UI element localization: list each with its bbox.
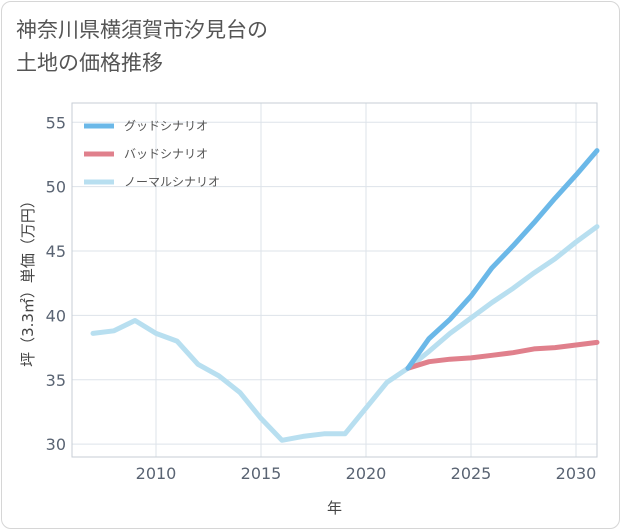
x-tick-label-2030: 2030 [556,464,597,483]
y-tick-label-55: 55 [46,113,66,132]
x-tick-label-2020: 2020 [346,464,387,483]
chart-title: 神奈川県横須賀市汐見台の 土地の価格推移 [16,14,268,80]
y-axis-label: 坪（3.3㎡）単価（万円） [19,193,37,367]
y-tick-label-30: 30 [46,435,66,454]
y-tick-label-40: 40 [46,306,66,325]
chart-title-line-1: 神奈川県横須賀市汐見台の [16,18,268,42]
x-tick-label-2015: 2015 [241,464,282,483]
series-line-2 [90,224,600,443]
x-axis-label: 年 [327,499,342,517]
y-tick-label-50: 50 [46,178,66,197]
x-tick-label-2010: 2010 [136,464,177,483]
y-tick-label-35: 35 [46,371,66,390]
series-line-1 [405,339,600,371]
y-tick-label-45: 45 [46,242,66,261]
series-layer [90,148,600,443]
plot-frame [71,102,598,458]
chart-title-line-2: 土地の価格推移 [16,51,163,75]
grid [72,103,597,457]
x-tick-label-2025: 2025 [451,464,492,483]
legend-label-2: ノーマルシナリオ [124,175,220,189]
series-line-0 [405,148,600,371]
ticks-layer: 2010 2015 2020 2025 2030 30 35 40 45 50 55 [46,113,597,483]
legend-label-0: グッドシナリオ [124,119,208,133]
legend-label-1: バッドシナリオ [124,147,208,161]
